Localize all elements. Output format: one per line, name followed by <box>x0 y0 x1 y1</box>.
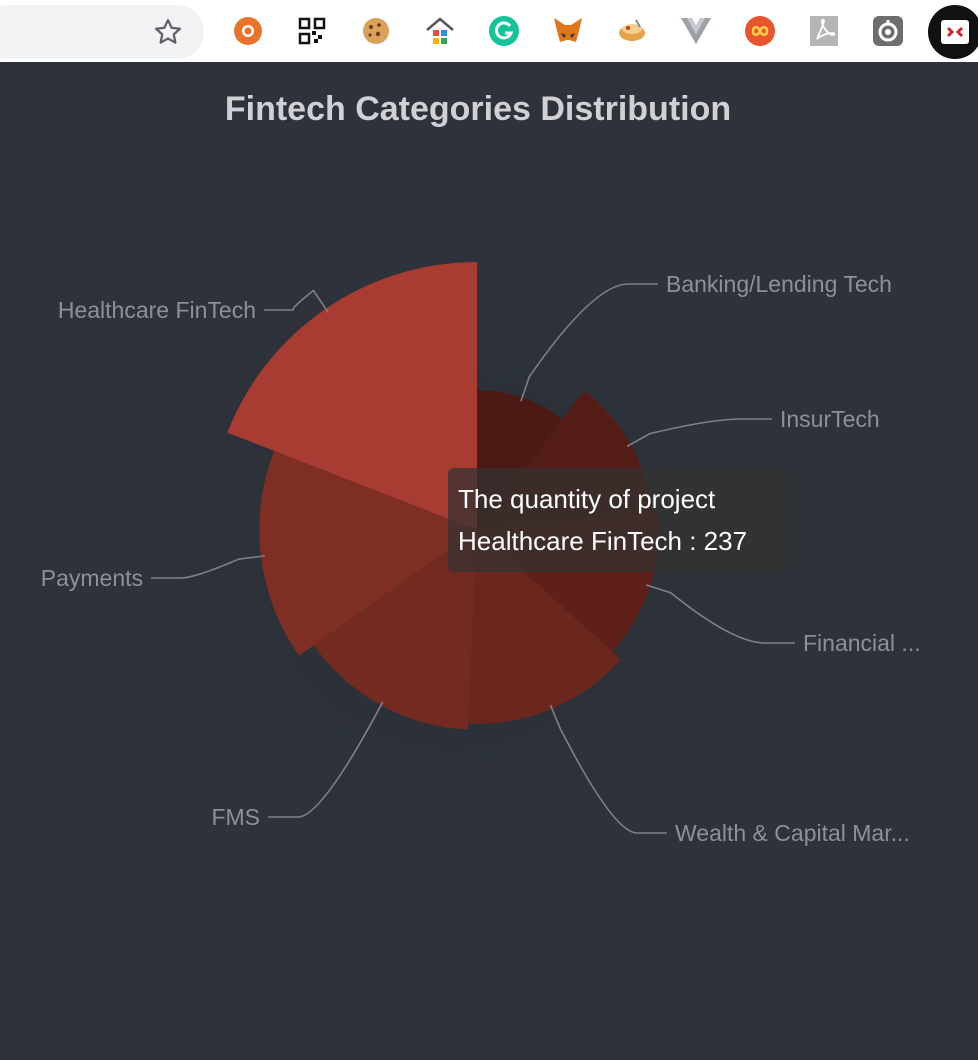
slice-label: Payments <box>41 565 143 591</box>
label-leader-line <box>645 584 795 644</box>
slice-label: Wealth & Capital Mar... <box>675 820 910 846</box>
cookie-icon[interactable] <box>359 14 393 48</box>
label-leader-line <box>264 289 329 313</box>
qr-code-icon[interactable] <box>295 14 329 48</box>
pie-slice[interactable] <box>313 530 477 730</box>
pie-slice[interactable] <box>468 530 622 724</box>
redirect-icon[interactable] <box>926 4 978 60</box>
tooltip: The quantity of project Healthcare FinTe… <box>448 468 796 572</box>
slice-label: InsurTech <box>780 406 880 432</box>
pdf-icon[interactable] <box>807 14 841 48</box>
slice-label: Financial ... <box>803 630 921 656</box>
refresh-circle-icon[interactable] <box>871 14 905 48</box>
pie-slice[interactable] <box>227 262 477 530</box>
tooltip-series-name: The quantity of project <box>458 484 716 514</box>
home-apps-icon[interactable] <box>423 14 457 48</box>
slice-label: FMS <box>211 804 260 830</box>
lifebuoy-icon[interactable] <box>231 14 265 48</box>
label-leader-line <box>549 704 667 834</box>
label-leader-line <box>268 701 384 818</box>
infinity-icon[interactable] <box>743 14 777 48</box>
pie-slice[interactable] <box>259 450 477 656</box>
tooltip-value: Healthcare FinTech : 237 <box>458 526 748 556</box>
metamask-fox-icon[interactable] <box>551 14 585 48</box>
slice-label: Healthcare FinTech <box>58 297 256 323</box>
label-leader-line <box>151 555 265 579</box>
bookmark-star-icon[interactable] <box>150 14 186 50</box>
grammarly-icon[interactable] <box>487 14 521 48</box>
browser-toolbar <box>0 0 978 63</box>
slice-label: Banking/Lending Tech <box>666 271 892 297</box>
vue-icon[interactable] <box>679 14 713 48</box>
food-bowl-icon[interactable] <box>615 14 649 48</box>
address-bar[interactable] <box>0 5 204 59</box>
label-leader-line <box>520 283 658 402</box>
label-leader-line <box>626 418 772 448</box>
